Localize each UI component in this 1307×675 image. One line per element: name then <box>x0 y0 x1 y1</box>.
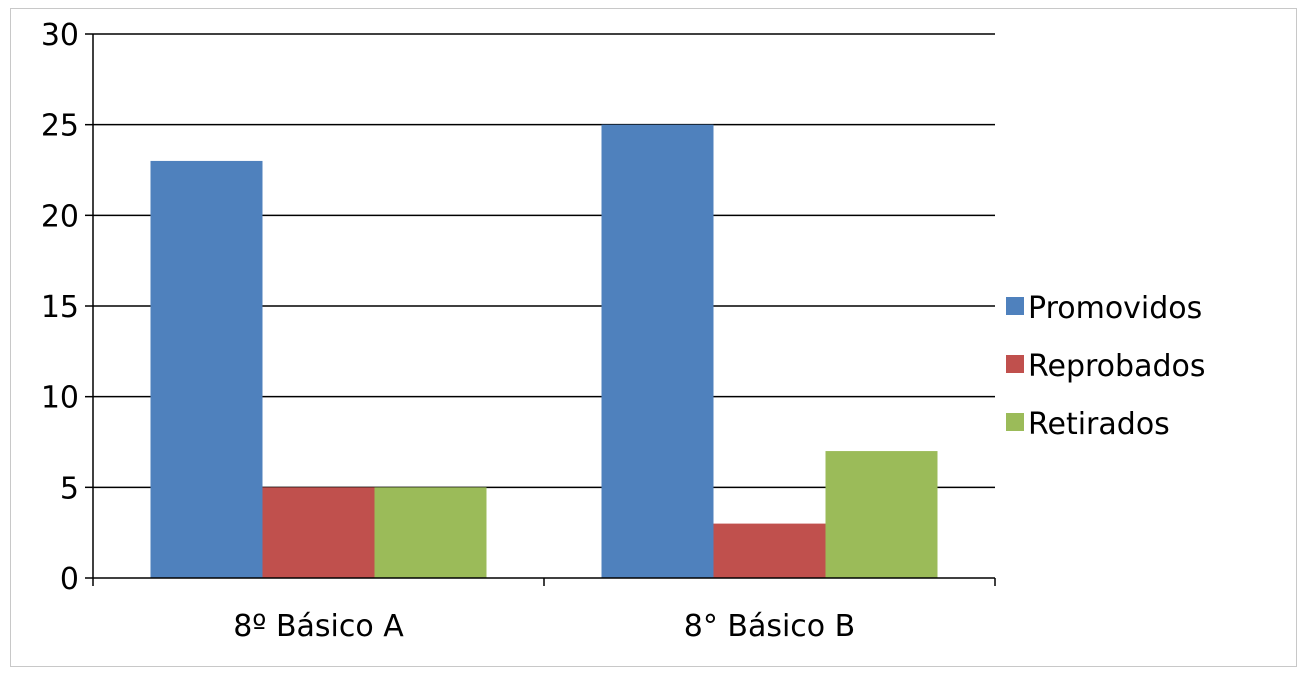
legend-swatch-reprobados <box>1006 355 1024 373</box>
bars <box>150 124 938 579</box>
bar-retirados-2 <box>825 451 938 578</box>
bar-promovidos-1 <box>150 160 263 578</box>
legend-label-promovidos: Promovidos <box>1028 291 1202 326</box>
legend-swatch-retirados <box>1006 413 1024 431</box>
legend: Promovidos Reprobados Retirados <box>1006 291 1205 442</box>
y-tick-label: 20 <box>41 199 79 234</box>
y-tick-label: 5 <box>60 471 79 506</box>
x-axis-category-labels: 8º Básico A 8° Básico B <box>233 609 855 644</box>
legend-swatch-promovidos <box>1006 297 1024 315</box>
bar-reprobados-1 <box>262 487 375 578</box>
legend-label-reprobados: Reprobados <box>1028 349 1205 384</box>
bar-promovidos-2 <box>601 124 714 579</box>
y-tick-label: 0 <box>60 562 79 597</box>
bar-reprobados-2 <box>713 523 826 578</box>
y-axis-tick-labels: 0 5 10 15 20 25 30 <box>41 18 79 597</box>
x-category-label: 8° Básico B <box>684 609 856 644</box>
y-tick-label: 25 <box>41 109 79 144</box>
x-category-label: 8º Básico A <box>233 609 404 644</box>
y-tick-label: 10 <box>41 381 79 416</box>
bar-retirados-1 <box>374 487 487 578</box>
y-tick-label: 15 <box>41 290 79 325</box>
y-tick-label: 30 <box>41 18 79 53</box>
axes <box>85 33 996 586</box>
legend-label-retirados: Retirados <box>1028 407 1170 442</box>
